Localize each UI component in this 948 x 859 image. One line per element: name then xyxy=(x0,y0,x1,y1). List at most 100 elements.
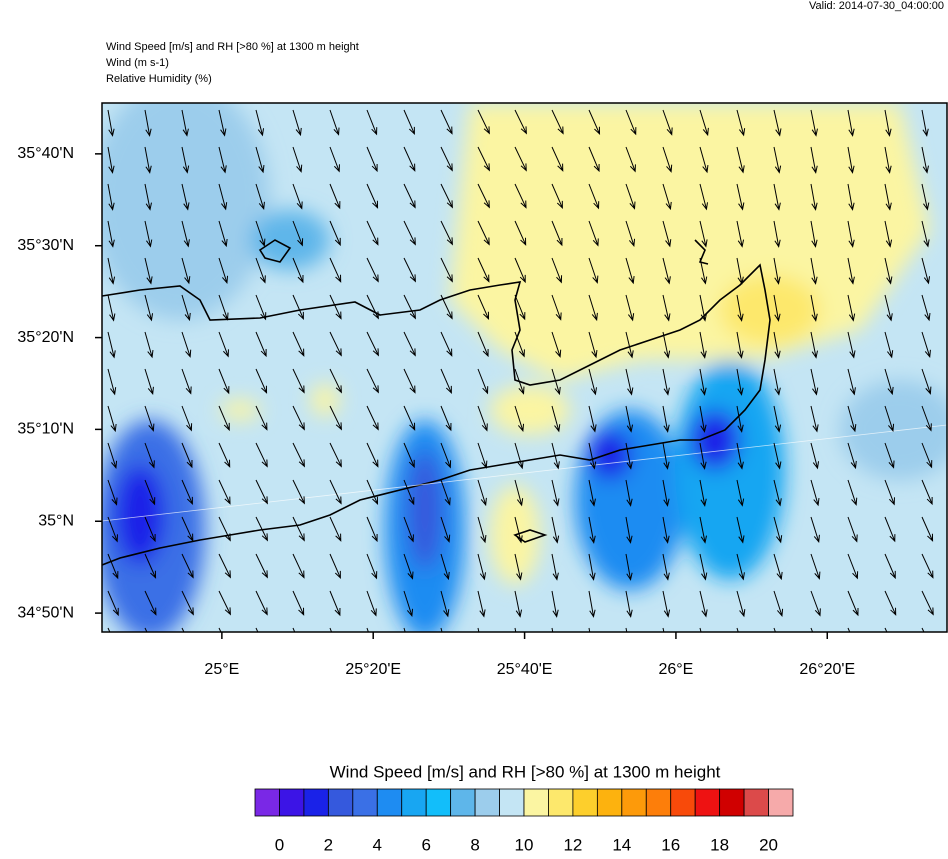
wind-arrow xyxy=(514,405,525,432)
wind-arrow xyxy=(625,479,633,507)
wind-arrow xyxy=(107,516,118,543)
wind-arrow xyxy=(625,146,636,173)
wind-arrow xyxy=(514,183,527,209)
wind-arrow xyxy=(292,405,305,431)
wind-arrow xyxy=(625,368,634,396)
wind-arrow xyxy=(810,220,818,248)
wind-arrow xyxy=(810,590,821,617)
wind-arrow xyxy=(921,109,929,137)
wind-arrow xyxy=(218,479,231,505)
wind-arrow xyxy=(366,257,379,283)
colorbar-tick-label: 10 xyxy=(515,835,534,854)
wind-arrow xyxy=(440,442,452,469)
wind-arrow xyxy=(588,109,601,135)
wind-arrow xyxy=(255,516,268,542)
wind-arrow xyxy=(699,368,707,396)
colorbar-swatch xyxy=(694,788,721,817)
colorbar-swatch xyxy=(401,788,427,817)
wind-arrow xyxy=(921,146,929,174)
wind-arrow xyxy=(144,109,152,137)
wind-arrow xyxy=(218,146,227,174)
wind-arrow xyxy=(810,257,818,285)
field xyxy=(102,103,947,632)
wind-arrow xyxy=(440,405,452,432)
colorbar-swatch xyxy=(548,788,574,817)
wind-arrow xyxy=(847,442,857,470)
wind-arrow xyxy=(662,220,672,248)
wind-arrow xyxy=(440,257,453,283)
wind-arrow xyxy=(662,183,672,211)
wind-arrow xyxy=(255,220,266,247)
wind-arrow xyxy=(699,257,708,285)
colorbar-swatch xyxy=(303,788,329,817)
wind-arrow xyxy=(292,553,305,579)
wind-arrow xyxy=(181,516,194,542)
colorbar-title: Wind Speed [m/s] and RH [>80 %] at 1300 … xyxy=(330,762,721,781)
lat-tick-label: 35°N xyxy=(38,512,74,529)
wind-arrow xyxy=(773,516,783,544)
colorbar-tick-label: 18 xyxy=(710,835,729,854)
wind-arrow xyxy=(773,220,781,248)
wind-arrow xyxy=(884,368,894,396)
wind-arrow xyxy=(181,183,190,211)
wind-arrow xyxy=(736,442,744,470)
colorbar-swatch xyxy=(279,788,305,817)
wind-arrow xyxy=(921,257,931,285)
wind-arrow xyxy=(181,109,189,137)
wind-arrow xyxy=(255,109,265,137)
wind-arrow xyxy=(736,331,744,359)
wind-arrow xyxy=(884,516,896,543)
wind-arrow xyxy=(329,257,342,283)
wind-arrow xyxy=(625,442,633,470)
wind-arrow xyxy=(366,368,379,394)
wind-arrow xyxy=(699,294,707,322)
wind-arrow xyxy=(440,183,453,209)
wind-arrow xyxy=(403,331,416,357)
wind-arrow xyxy=(329,294,342,320)
wind-arrow xyxy=(477,590,486,618)
wind-arrow xyxy=(514,220,527,246)
wind-arrow xyxy=(773,405,782,433)
wind-arrow xyxy=(255,479,268,505)
wind-arrow xyxy=(773,368,781,396)
wind-arrow xyxy=(551,368,561,396)
wind-arrow xyxy=(810,553,821,580)
wind-arrow xyxy=(366,146,378,173)
wind-arrow xyxy=(403,442,415,469)
colorbar-tick-label: 8 xyxy=(470,835,479,854)
colorbar-swatch xyxy=(768,788,794,817)
wind-arrow xyxy=(884,146,892,174)
plot-title: Wind Speed [m/s] and RH [>80 %] at 1300 … xyxy=(106,41,359,53)
colorbar-swatch xyxy=(621,788,647,817)
wind-arrow xyxy=(625,109,637,136)
wind-arrow xyxy=(884,553,896,580)
wind-arrow xyxy=(255,368,268,394)
wind-arrow xyxy=(662,479,670,507)
wind-arrow xyxy=(366,331,379,357)
wind-arrow xyxy=(847,368,856,396)
wind-arrow xyxy=(773,294,781,322)
wind-arrow xyxy=(736,146,745,174)
wind-arrow xyxy=(662,294,671,322)
colorbar-tick-label: 12 xyxy=(563,835,582,854)
wind-arrow xyxy=(107,553,119,580)
wind-arrow xyxy=(107,109,115,137)
wind-arrow xyxy=(144,368,154,396)
wind-arrow xyxy=(144,479,156,506)
wind-arrow xyxy=(181,220,190,248)
wind-arrow xyxy=(662,331,671,359)
wind-arrow xyxy=(218,294,229,321)
colorbar-swatch xyxy=(327,788,354,817)
wind-arrow xyxy=(440,516,451,543)
wind-arrow xyxy=(588,294,598,322)
wind-arrow xyxy=(514,109,527,135)
wind-arrow xyxy=(588,368,597,396)
wind-arrow xyxy=(218,257,229,284)
wind-arrow xyxy=(144,146,152,174)
colorbar-tick-label: 6 xyxy=(421,835,430,854)
wind-arrow xyxy=(144,257,153,285)
wind-arrow xyxy=(107,294,116,322)
wind-arrow xyxy=(292,257,304,284)
wind-arrow xyxy=(218,442,231,468)
wind-arrow xyxy=(810,516,820,544)
